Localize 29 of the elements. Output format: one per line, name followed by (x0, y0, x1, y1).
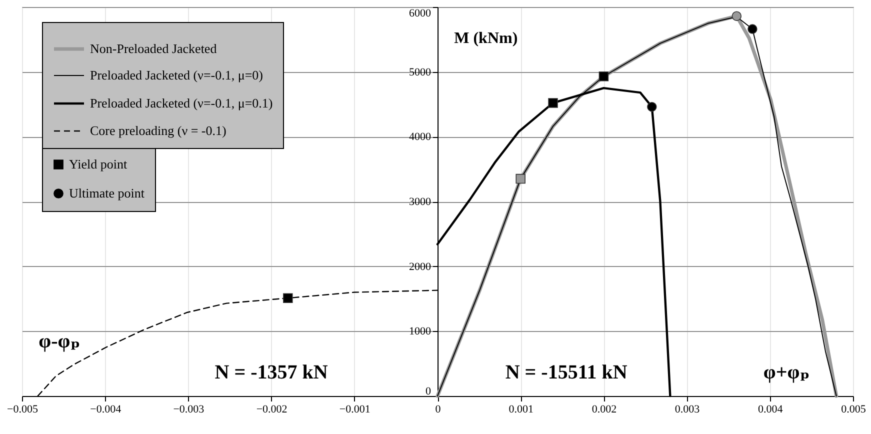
legend-label: Core preloading (ν = -0.1) (90, 123, 226, 138)
legend-label: Yield point (69, 156, 128, 172)
annotation: φ+φₚ (763, 362, 810, 384)
y-tick-label: 1000 (409, 326, 432, 338)
x-tick-label: −0.004 (90, 404, 122, 416)
y-axis-title: M (kNm) (454, 30, 518, 48)
legend-label: Preloaded Jacketed (ν=-0.1, μ=0) (90, 68, 263, 82)
annotation: N = -15511 kN (505, 362, 628, 384)
x-tick-label: 0.004 (758, 404, 784, 416)
x-tick-label: 0.002 (592, 404, 617, 416)
y-tick-label: 6000 (409, 8, 432, 20)
x-tick-label: 0.001 (508, 404, 534, 416)
x-tick-label: −0.003 (173, 404, 205, 416)
x-tick-label: 0.003 (674, 404, 700, 416)
x-tick-label: 0 (435, 404, 442, 416)
legend-label: Ultimate point (69, 186, 145, 200)
y-tick-label: 4000 (409, 131, 432, 144)
annotation: φ-φₚ (38, 330, 80, 353)
legend-label: Non-Preloaded Jacketed (90, 41, 218, 56)
y-tick-label: 5000 (409, 66, 432, 78)
x-tick-label: −0.001 (339, 404, 370, 416)
y-tick-label: 3000 (409, 196, 432, 208)
x-tick-label: 0.005 (841, 404, 866, 416)
legend-label: Preloaded Jacketed (ν=-0.1, μ=0.1) (90, 96, 273, 110)
x-tick-label: −0.002 (256, 404, 288, 416)
y-tick-label: 0 (426, 386, 432, 398)
annotation: N = -1357 kN (214, 362, 328, 384)
y-tick-label: 2000 (409, 260, 432, 273)
x-tick-label: −0.005 (7, 404, 38, 416)
